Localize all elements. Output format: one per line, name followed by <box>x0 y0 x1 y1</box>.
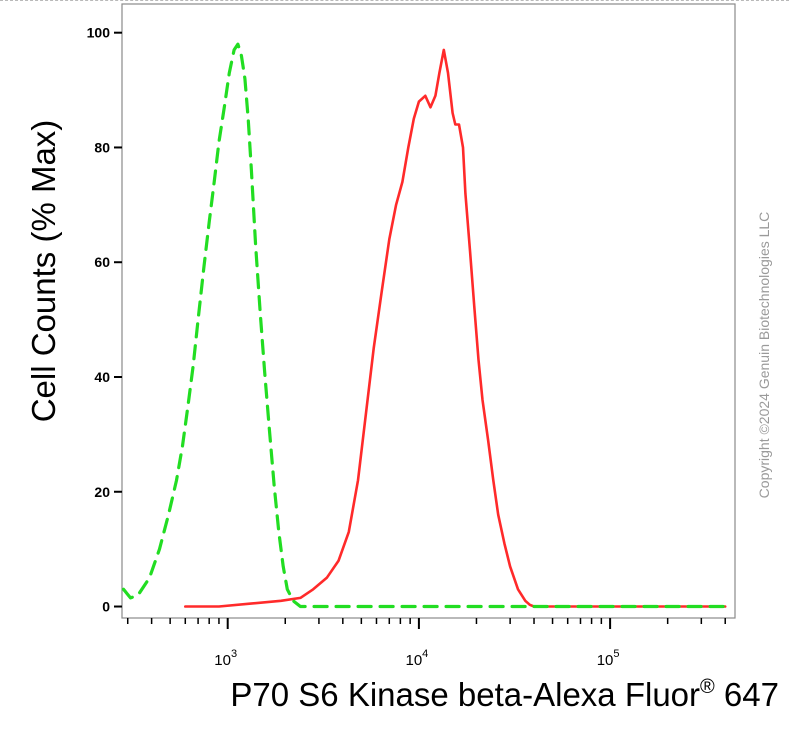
y-tick-label-20: 20 <box>94 484 110 500</box>
copyright-watermark: Copyright ©2024 Genuin Biotechnologies L… <box>756 211 772 499</box>
top-border-line <box>0 0 789 1</box>
x-axis-label-tail: 647 <box>714 676 779 713</box>
y-tick-label-80: 80 <box>94 139 110 155</box>
axes: 0 20 40 60 80 100 103 104 105 <box>87 3 736 669</box>
y-axis-label: Cell Counts (% Max) <box>25 119 62 423</box>
x-tick-label-0: 103 <box>214 648 237 669</box>
y-tick-label-60: 60 <box>94 254 110 270</box>
plot-frame <box>121 3 736 619</box>
series-layer <box>121 42 727 609</box>
x-tick-label-1: 104 <box>405 648 428 669</box>
control-histogram-line <box>121 42 727 609</box>
x-axis-label: P70 S6 Kinase beta-Alexa Fluor® 647 <box>0 676 789 714</box>
sample-histogram-line <box>184 48 727 608</box>
y-tick-label-40: 40 <box>94 369 110 385</box>
y-tick-label-100: 100 <box>87 25 111 41</box>
x-tick-label-2: 105 <box>597 648 620 669</box>
x-axis-label-main: P70 S6 Kinase beta-Alexa Fluor <box>230 676 701 713</box>
registered-mark: ® <box>700 676 715 698</box>
y-tick-label-0: 0 <box>102 599 110 615</box>
